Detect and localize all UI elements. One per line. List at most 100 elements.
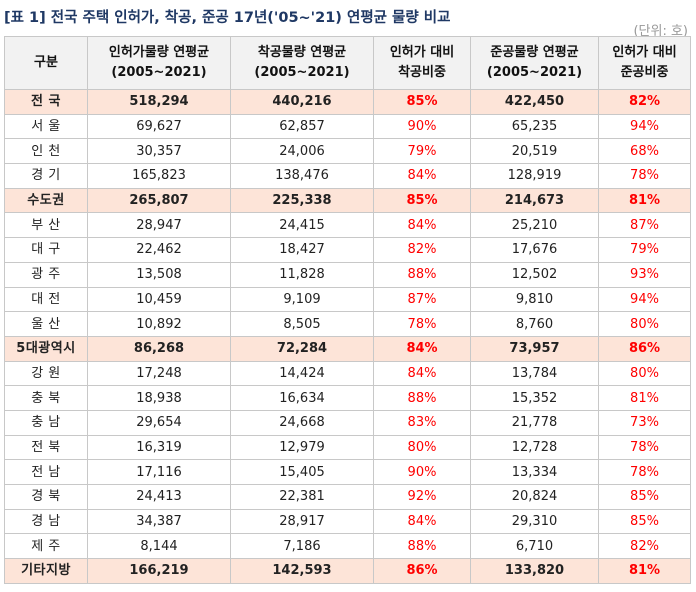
starts-cell: 14,424 bbox=[230, 360, 374, 387]
completions-cell: 29,310 bbox=[470, 508, 599, 535]
region-cell: 충 남 bbox=[4, 409, 88, 436]
permits-cell: 8,144 bbox=[87, 533, 231, 560]
start-ratio-cell: 85% bbox=[373, 89, 471, 115]
completion-ratio-cell: 85% bbox=[598, 484, 691, 510]
completion-ratio-cell: 78% bbox=[598, 459, 691, 485]
table-row: 전 북 16,319 12,979 80% 12,728 78% bbox=[4, 434, 691, 461]
permits-cell: 265,807 bbox=[87, 187, 231, 214]
start-ratio-cell: 86% bbox=[373, 558, 471, 584]
completion-ratio-cell: 81% bbox=[598, 558, 691, 584]
permits-cell: 13,508 bbox=[87, 261, 231, 288]
permits-cell: 10,892 bbox=[87, 311, 231, 337]
region-cell: 경 북 bbox=[4, 484, 88, 510]
header-region: 구분 bbox=[4, 36, 88, 90]
header-permits: 인허가물량 연평균 (2005~2021) bbox=[87, 36, 231, 90]
permits-cell: 17,248 bbox=[87, 360, 231, 387]
completion-ratio-cell: 68% bbox=[598, 138, 691, 165]
start-ratio-cell: 82% bbox=[373, 237, 471, 263]
table-row: 대 전 10,459 9,109 87% 9,810 94% bbox=[4, 286, 691, 313]
completions-cell: 12,502 bbox=[470, 261, 599, 288]
starts-cell: 9,109 bbox=[230, 286, 374, 313]
completions-cell: 15,352 bbox=[470, 385, 599, 411]
table-title: [표 1] 전국 주택 인허가, 착공, 준공 17년('05~'21) 연평균… bbox=[4, 10, 451, 26]
completions-cell: 214,673 bbox=[470, 187, 599, 214]
table-row: 경 남 34,387 28,917 84% 29,310 85% bbox=[4, 508, 691, 535]
permits-cell: 17,116 bbox=[87, 459, 231, 485]
starts-cell: 28,917 bbox=[230, 508, 374, 535]
starts-cell: 142,593 bbox=[230, 558, 374, 584]
region-cell: 경 남 bbox=[4, 508, 88, 535]
start-ratio-cell: 84% bbox=[373, 508, 471, 535]
table-row: 인 천 30,357 24,006 79% 20,519 68% bbox=[4, 138, 691, 165]
table-row: 경 기 165,823 138,476 84% 128,919 78% bbox=[4, 163, 691, 189]
completions-cell: 25,210 bbox=[470, 212, 599, 239]
completions-cell: 17,676 bbox=[470, 237, 599, 263]
permits-cell: 22,462 bbox=[87, 237, 231, 263]
starts-cell: 24,006 bbox=[230, 138, 374, 165]
completions-cell: 21,778 bbox=[470, 409, 599, 436]
region-cell: 울 산 bbox=[4, 311, 88, 337]
start-ratio-cell: 84% bbox=[373, 163, 471, 189]
completions-cell: 65,235 bbox=[470, 113, 599, 140]
completion-ratio-cell: 80% bbox=[598, 311, 691, 337]
start-ratio-cell: 84% bbox=[373, 212, 471, 239]
start-ratio-cell: 88% bbox=[373, 385, 471, 411]
region-cell: 대 구 bbox=[4, 237, 88, 263]
starts-cell: 22,381 bbox=[230, 484, 374, 510]
header-starts: 착공물량 연평균 (2005~2021) bbox=[230, 36, 374, 90]
completion-ratio-cell: 82% bbox=[598, 533, 691, 560]
table-body: 전 국 518,294 440,216 85% 422,450 82% 서 울 69,627 6… bbox=[4, 89, 691, 584]
start-ratio-cell: 92% bbox=[373, 484, 471, 510]
starts-cell: 62,857 bbox=[230, 113, 374, 140]
region-cell: 충 북 bbox=[4, 385, 88, 411]
completion-ratio-cell: 80% bbox=[598, 360, 691, 387]
table-row-total: 5대광역시 86,268 72,284 84% 73,957 86% bbox=[4, 335, 691, 362]
table-row: 광 주 13,508 11,828 88% 12,502 93% bbox=[4, 261, 691, 288]
starts-cell: 7,186 bbox=[230, 533, 374, 560]
starts-cell: 8,505 bbox=[230, 311, 374, 337]
permits-cell: 69,627 bbox=[87, 113, 231, 140]
table-row-total: 전 국 518,294 440,216 85% 422,450 82% bbox=[4, 89, 691, 115]
permits-cell: 30,357 bbox=[87, 138, 231, 165]
starts-cell: 12,979 bbox=[230, 434, 374, 461]
header-completion-ratio: 인허가 대비 준공비중 bbox=[598, 36, 691, 90]
permits-cell: 165,823 bbox=[87, 163, 231, 189]
starts-cell: 16,634 bbox=[230, 385, 374, 411]
starts-cell: 440,216 bbox=[230, 89, 374, 115]
start-ratio-cell: 88% bbox=[373, 533, 471, 560]
completion-ratio-cell: 81% bbox=[598, 187, 691, 214]
region-cell: 전 북 bbox=[4, 434, 88, 461]
table-row: 충 북 18,938 16,634 88% 15,352 81% bbox=[4, 385, 691, 411]
completions-cell: 9,810 bbox=[470, 286, 599, 313]
completion-ratio-cell: 94% bbox=[598, 286, 691, 313]
permits-cell: 86,268 bbox=[87, 335, 231, 362]
starts-cell: 138,476 bbox=[230, 163, 374, 189]
table-row: 경 북 24,413 22,381 92% 20,824 85% bbox=[4, 484, 691, 510]
region-cell: 강 원 bbox=[4, 360, 88, 387]
completion-ratio-cell: 82% bbox=[598, 89, 691, 115]
unit-label: (단위: 호) bbox=[633, 24, 688, 39]
region-cell: 인 천 bbox=[4, 138, 88, 165]
table-row: 전 남 17,116 15,405 90% 13,334 78% bbox=[4, 459, 691, 485]
completion-ratio-cell: 79% bbox=[598, 237, 691, 263]
header-start-ratio: 인허가 대비 착공비중 bbox=[373, 36, 471, 90]
completion-ratio-cell: 94% bbox=[598, 113, 691, 140]
starts-cell: 11,828 bbox=[230, 261, 374, 288]
completions-cell: 133,820 bbox=[470, 558, 599, 584]
region-cell: 전 남 bbox=[4, 459, 88, 485]
completions-cell: 128,919 bbox=[470, 163, 599, 189]
starts-cell: 225,338 bbox=[230, 187, 374, 214]
start-ratio-cell: 90% bbox=[373, 113, 471, 140]
permits-cell: 18,938 bbox=[87, 385, 231, 411]
starts-cell: 15,405 bbox=[230, 459, 374, 485]
completions-cell: 73,957 bbox=[470, 335, 599, 362]
region-cell: 전 국 bbox=[4, 89, 88, 115]
region-cell: 수도권 bbox=[4, 187, 88, 214]
completions-cell: 20,824 bbox=[470, 484, 599, 510]
start-ratio-cell: 80% bbox=[373, 434, 471, 461]
completion-ratio-cell: 78% bbox=[598, 163, 691, 189]
permits-cell: 166,219 bbox=[87, 558, 231, 584]
permits-cell: 28,947 bbox=[87, 212, 231, 239]
region-cell: 서 울 bbox=[4, 113, 88, 140]
